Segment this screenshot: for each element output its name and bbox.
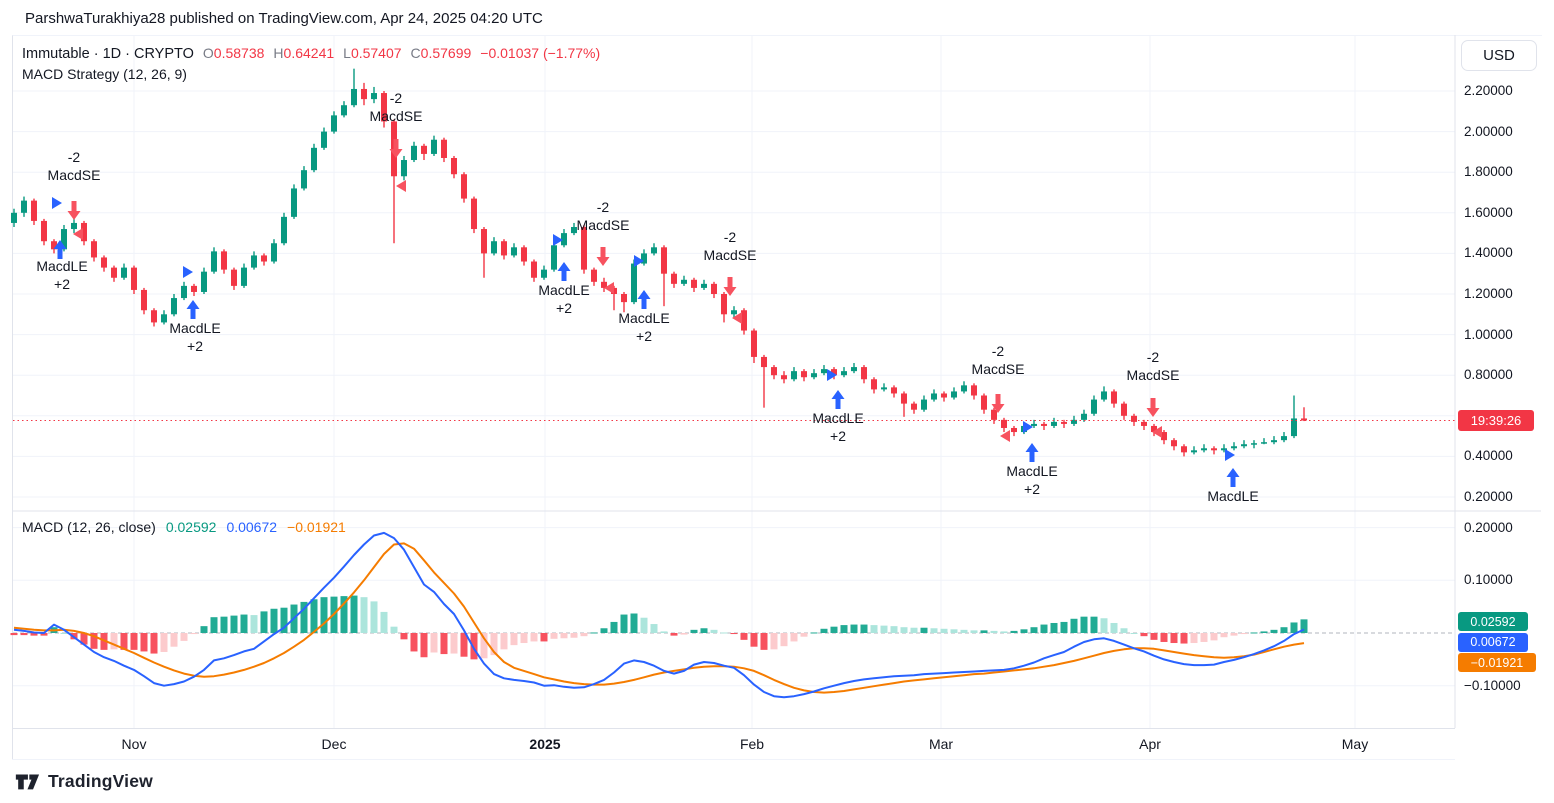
strategy-annotation: +2 xyxy=(830,428,846,444)
tradingview-logo-icon xyxy=(15,774,40,790)
macd-line-badge: 0.00672 xyxy=(1458,632,1528,652)
macd-legend: MACD (12, 26, close) 0.02592 0.00672 −0.… xyxy=(22,519,346,535)
ohlc-low: L0.57407 xyxy=(343,45,402,61)
macd-tick-label: 0.20000 xyxy=(1464,519,1513,535)
strategy-annotation: -2 xyxy=(390,90,403,106)
price-tick-label: 2.20000 xyxy=(1464,83,1513,98)
last-price-countdown-badge: 19:39:26 xyxy=(1458,410,1534,431)
strategy-annotation: MacdLE xyxy=(169,320,220,336)
price-tick-label: 1.20000 xyxy=(1464,286,1513,301)
price-tick-label: 0.40000 xyxy=(1464,448,1513,464)
arrow-up-marker xyxy=(1025,443,1039,462)
arrow-down-marker xyxy=(1146,398,1160,417)
strategy-annotation: MacdLE xyxy=(812,410,863,426)
arrow-down-marker xyxy=(389,139,403,158)
macd-signal-badge: −0.01921 xyxy=(1458,653,1536,672)
triangle-left-marker xyxy=(396,180,406,192)
macd-tick-label: 0.10000 xyxy=(1464,572,1513,588)
triangle-right-marker xyxy=(634,255,644,267)
macd-tick-label: −0.10000 xyxy=(1464,677,1521,693)
price-tick-label: 0.80000 xyxy=(1464,367,1513,383)
time-axis-label-may: May xyxy=(1341,736,1369,752)
strategy-annotation: +2 xyxy=(54,276,70,292)
strategy-annotation: MacdSE xyxy=(972,361,1025,377)
price-tick-label: 1.00000 xyxy=(1464,326,1513,342)
footer-attribution[interactable]: TradingView xyxy=(14,768,153,794)
strategy-annotation: -2 xyxy=(992,343,1005,359)
macd-hist-badge: 0.02592 xyxy=(1458,612,1528,631)
strategy-annotation: +2 xyxy=(556,300,572,316)
time-axis-label-nov: Nov xyxy=(121,736,147,752)
strategy-annotation: MacdLE xyxy=(1207,488,1258,504)
chart-frame xyxy=(12,35,1542,759)
arrow-up-marker xyxy=(557,262,571,281)
currency-toggle-button[interactable]: USD xyxy=(1461,40,1537,71)
macd-legend-title: MACD (12, 26, close) xyxy=(22,519,156,535)
strategy-annotation: -2 xyxy=(68,149,81,165)
time-axis-label-mar: Mar xyxy=(928,736,954,752)
triangle-right-marker xyxy=(52,197,62,209)
strategy-annotation: -2 xyxy=(1147,349,1160,365)
triangle-left-marker xyxy=(604,282,614,294)
strategy-annotation: MacdSE xyxy=(704,247,757,263)
strategy-annotation: +2 xyxy=(187,338,203,354)
time-axis-label-apr: Apr xyxy=(1139,736,1161,752)
strategy-annotation: MacdSE xyxy=(370,108,423,124)
strategy-annotation: +2 xyxy=(1024,481,1040,497)
tradingview-brand-text: TradingView xyxy=(48,770,153,791)
arrow-up-marker xyxy=(1226,468,1240,487)
arrow-up-marker xyxy=(831,390,845,409)
price-tick-label: 1.80000 xyxy=(1464,164,1513,180)
symbol-legend: Immutable · 1D · CRYPTO O0.58738 H0.6424… xyxy=(22,45,600,62)
strategy-annotation: MacdLE xyxy=(1006,463,1057,479)
ohlc-change: −0.01037 (−1.77%) xyxy=(480,45,601,61)
strategy-legend: MACD Strategy (12, 26, 9) xyxy=(22,66,187,82)
time-axis-label-feb: Feb xyxy=(739,736,765,752)
triangle-left-marker xyxy=(1000,430,1010,442)
triangle-right-marker xyxy=(183,266,193,278)
arrow-up-marker xyxy=(637,290,651,309)
ohlc-close: C0.57699 xyxy=(410,45,472,61)
arrow-down-marker xyxy=(723,277,737,296)
arrow-down-marker xyxy=(991,394,1005,413)
strategy-annotation: MacdLE xyxy=(36,258,87,274)
symbol-title: Immutable · 1D · CRYPTO xyxy=(22,46,194,62)
triangle-right-marker xyxy=(1225,449,1235,461)
published-attribution: ParshwaTurakhiya28 published on TradingV… xyxy=(25,10,543,27)
price-tick-label: 0.20000 xyxy=(1464,489,1513,504)
strategy-annotation: MacdSE xyxy=(1127,367,1180,383)
arrow-down-marker xyxy=(596,247,610,266)
arrow-down-marker xyxy=(67,201,81,220)
strategy-annotation: MacdLE xyxy=(538,282,589,298)
time-axis-label-2025: 2025 xyxy=(529,736,561,752)
ohlc-open: O0.58738 xyxy=(202,45,265,61)
macd-hist-value: 0.02592 xyxy=(165,519,217,535)
strategy-annotation: +2 xyxy=(636,328,652,344)
triangle-left-marker xyxy=(1152,426,1162,438)
strategy-annotation: MacdLE xyxy=(618,310,669,326)
price-tick-label: 2.00000 xyxy=(1464,123,1513,139)
time-axis-label-dec: Dec xyxy=(321,736,347,752)
strategy-annotation: -2 xyxy=(597,199,610,215)
price-tick-label: 1.40000 xyxy=(1464,245,1513,261)
ohlc-high: H0.64241 xyxy=(273,45,335,61)
arrow-up-marker xyxy=(53,240,67,259)
triangle-right-marker xyxy=(827,369,837,381)
macd-line-value: 0.00672 xyxy=(226,519,278,535)
arrow-up-marker xyxy=(186,300,200,319)
triangle-left-marker xyxy=(73,228,83,240)
triangle-right-marker xyxy=(1023,421,1033,433)
price-tick-label: 1.60000 xyxy=(1464,204,1513,220)
strategy-annotation: MacdSE xyxy=(48,167,101,183)
macd-signal-value: −0.01921 xyxy=(287,519,346,535)
triangle-right-marker xyxy=(553,234,563,246)
strategy-annotation: -2 xyxy=(724,229,737,245)
strategy-annotation: MacdSE xyxy=(577,217,630,233)
triangle-left-marker xyxy=(732,312,742,324)
time-axis[interactable]: Nov Dec 2025 Feb Mar Apr May xyxy=(12,728,1455,760)
